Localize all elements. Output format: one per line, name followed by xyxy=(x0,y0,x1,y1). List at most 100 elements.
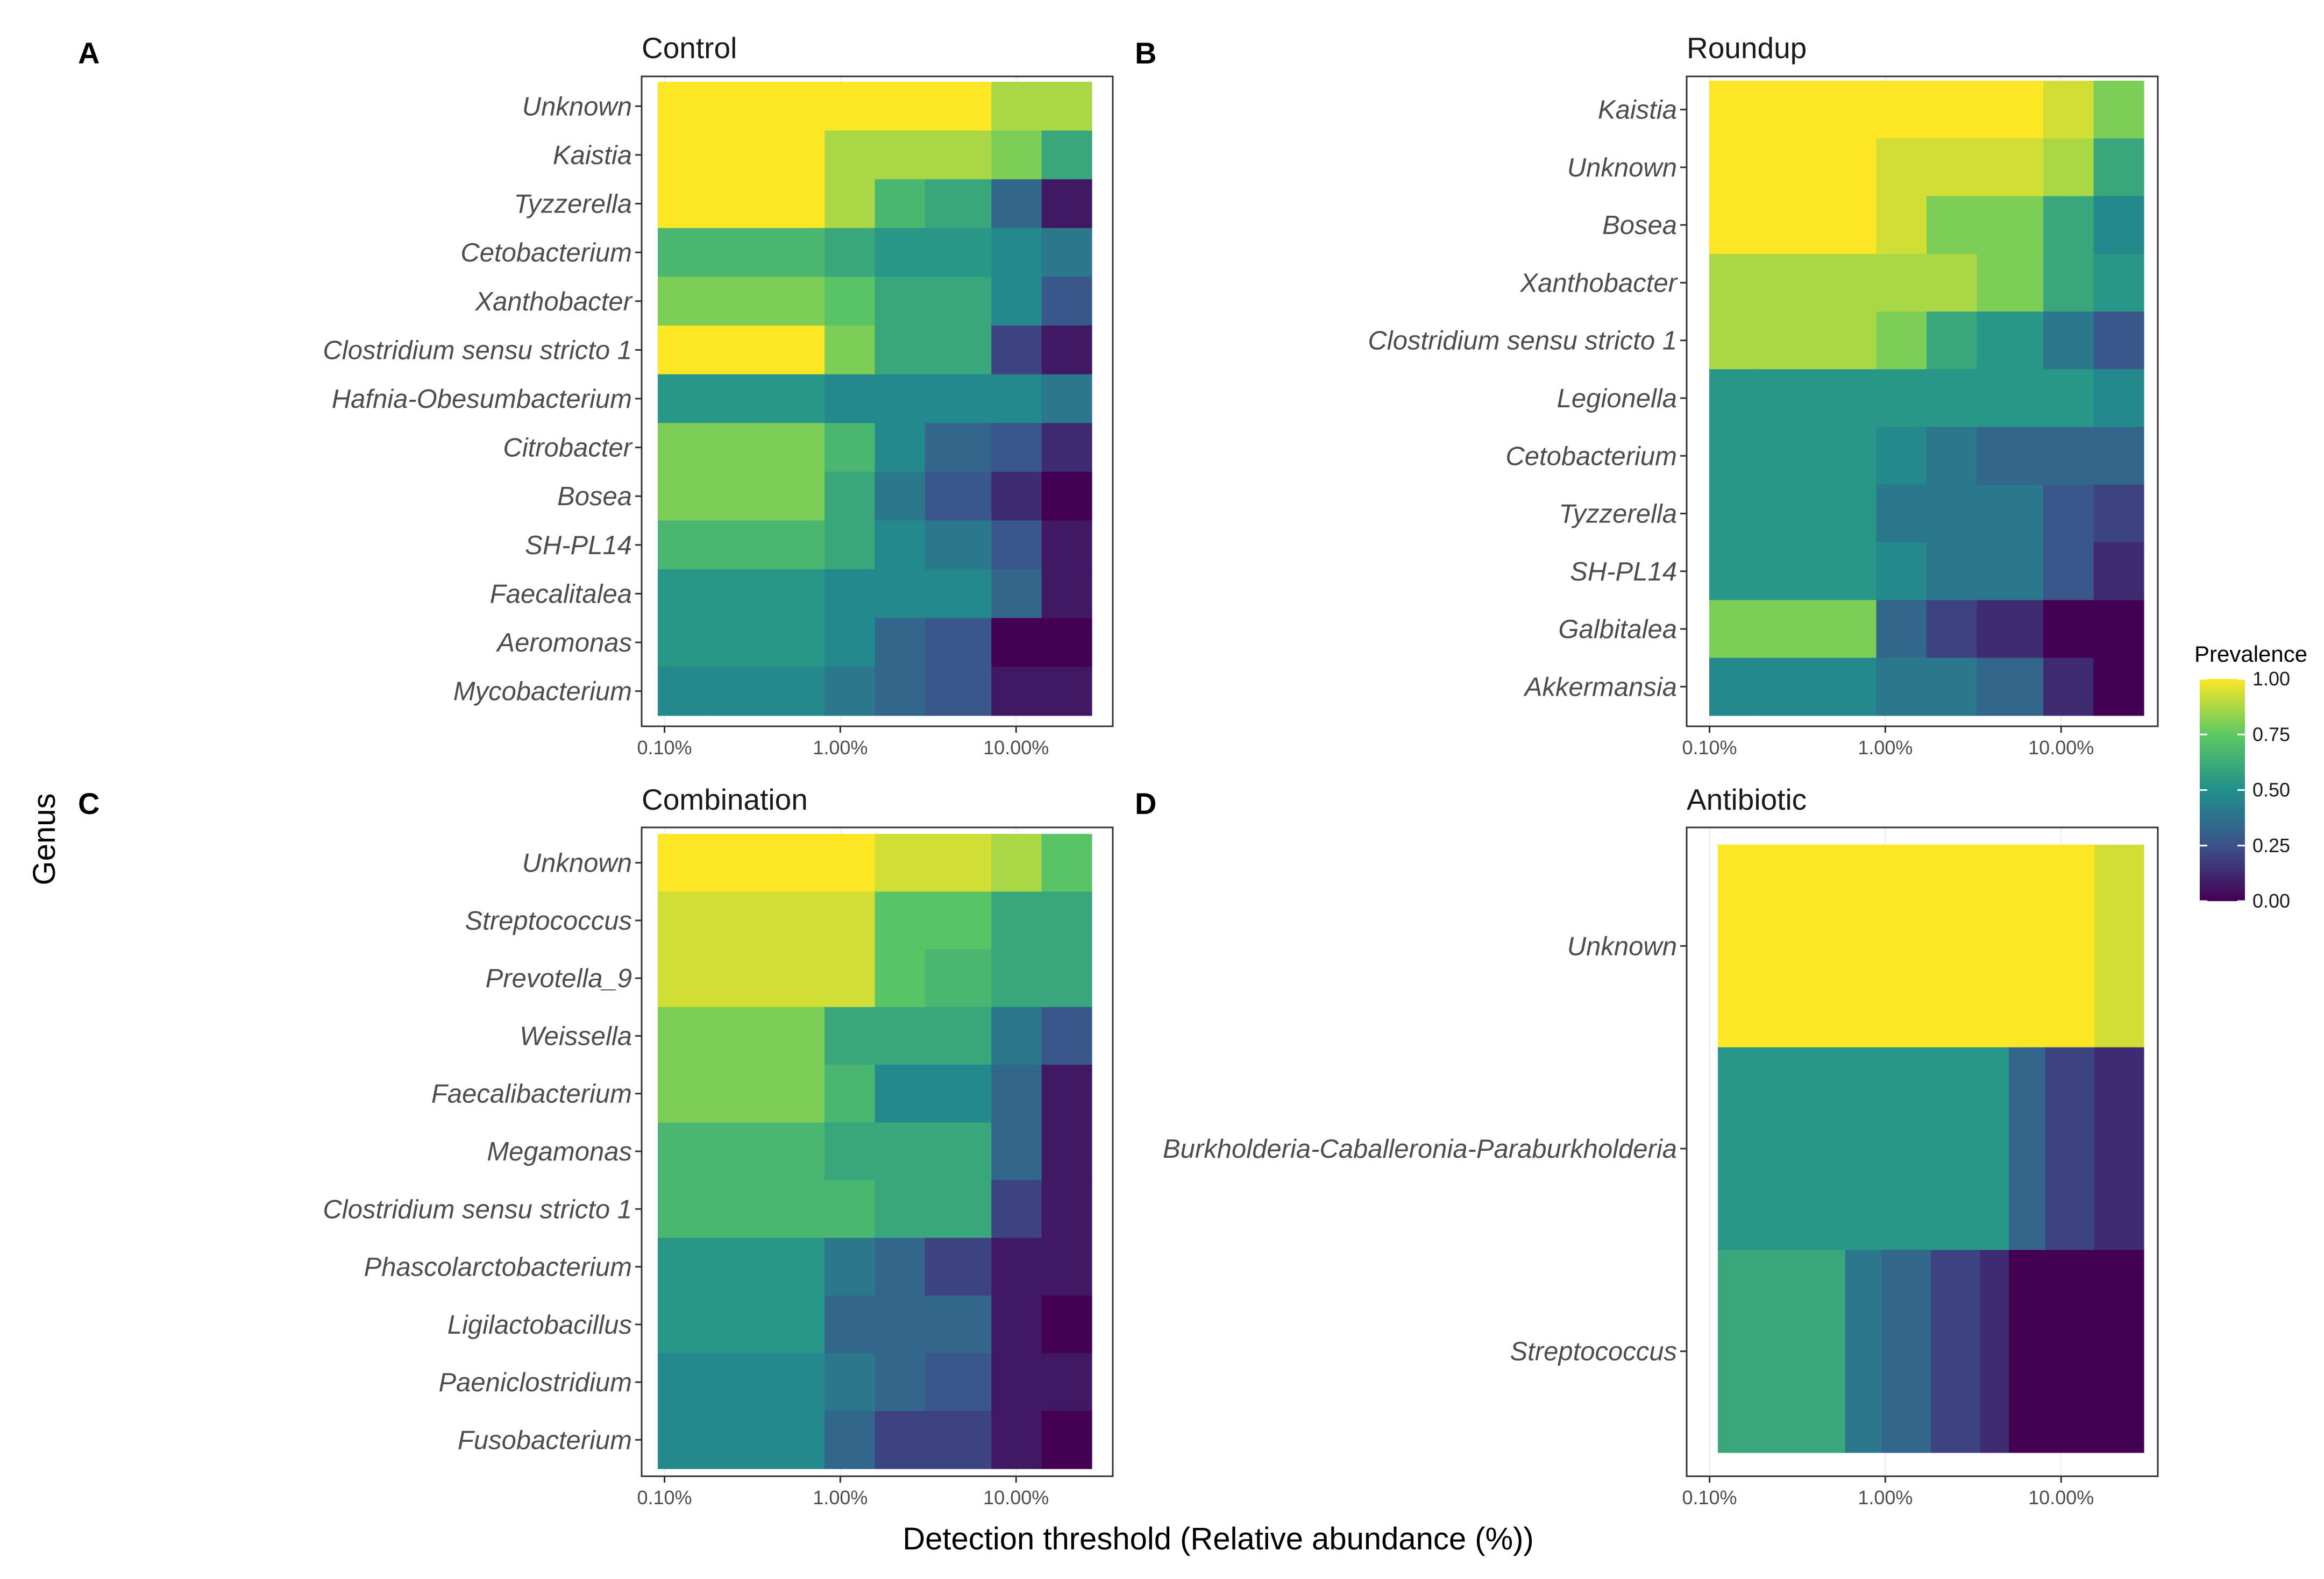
x-tick-label: 10.00% xyxy=(983,1486,1049,1509)
y-tick-label: Fusobacterium xyxy=(458,1426,632,1455)
heatmap-cell xyxy=(1759,427,1810,485)
heatmap-cell xyxy=(758,277,825,326)
heatmap-cell xyxy=(1718,845,1768,1048)
heatmap-cell xyxy=(758,130,825,180)
heatmap-cell xyxy=(1041,179,1092,229)
heatmap-cell xyxy=(1041,1295,1092,1354)
heatmap-cell xyxy=(758,520,825,570)
heatmap-cell xyxy=(1809,369,1877,428)
heatmap-cell xyxy=(708,1295,759,1354)
heatmap-cell xyxy=(2043,311,2094,370)
y-tick-label: Cetobacterium xyxy=(1505,442,1677,471)
heatmap-cell xyxy=(708,1353,759,1412)
y-tick-label: Legionella xyxy=(1557,384,1677,413)
heatmap-cell xyxy=(708,834,759,892)
y-tick-label: Bosea xyxy=(557,482,632,511)
y-tick-label: Galbitalea xyxy=(1558,615,1677,644)
heatmap-cell xyxy=(658,569,708,619)
heatmap-cell xyxy=(2043,542,2094,601)
legend-tick-label: 1.00 xyxy=(2252,668,2290,690)
heatmap-cell xyxy=(1041,569,1092,619)
heatmap-cell xyxy=(1041,949,1092,1008)
heatmap-cell xyxy=(825,374,876,423)
heatmap-cell xyxy=(875,569,926,619)
heatmap-cell xyxy=(925,325,992,375)
heatmap-cell xyxy=(925,949,992,1008)
y-tick-label: Cetobacterium xyxy=(460,238,632,267)
heatmap-cell xyxy=(991,179,1042,229)
heatmap-cell xyxy=(708,618,759,667)
heatmap-cell xyxy=(2009,845,2046,1048)
heatmap-cell xyxy=(1041,667,1092,716)
heatmap-cell xyxy=(825,1411,876,1469)
heatmap-cell xyxy=(708,471,759,521)
heatmap-cell xyxy=(1759,253,1810,312)
heatmap-cell xyxy=(875,949,926,1008)
y-tick-label: Phascolarctobacterium xyxy=(364,1253,632,1282)
heatmap-cell xyxy=(658,423,708,472)
x-tick-label: 1.00% xyxy=(1858,1486,1913,1509)
heatmap-cell xyxy=(708,667,759,716)
heatmap-cell xyxy=(825,1122,876,1181)
heatmap-cell xyxy=(1876,253,1927,312)
heatmap-cell xyxy=(1041,471,1092,521)
heatmap-cell xyxy=(925,228,992,278)
heatmap-cell xyxy=(758,569,825,619)
legend-tick-label: 0.75 xyxy=(2252,723,2290,745)
heatmap-cell xyxy=(2045,1250,2095,1453)
x-tick-label: 0.10% xyxy=(1682,737,1737,759)
heatmap-cell xyxy=(1977,657,2044,716)
heatmap-cell xyxy=(658,277,708,326)
heatmap-cell xyxy=(825,1180,876,1238)
legend-tick-label: 0.25 xyxy=(2252,834,2290,856)
heatmap-cell xyxy=(1876,542,1927,601)
heatmap-cell xyxy=(991,1237,1042,1296)
heatmap-cell xyxy=(1927,81,1978,139)
x-tick-label: 1.00% xyxy=(1858,737,1913,759)
heatmap-cell xyxy=(925,277,992,326)
heatmap-cell xyxy=(2043,427,2094,485)
heatmap-cell xyxy=(991,130,1042,180)
heatmap-cell xyxy=(1977,196,2044,254)
heatmap-cell xyxy=(1041,891,1092,950)
panel-letter: B xyxy=(1135,36,1156,70)
heatmap-cell xyxy=(991,949,1042,1008)
heatmap-cell xyxy=(1041,423,1092,472)
heatmap-cell xyxy=(708,569,759,619)
heatmap-cell xyxy=(658,667,708,716)
heatmap-cell xyxy=(875,228,926,278)
heatmap-cell xyxy=(1977,311,2044,370)
heatmap-cell xyxy=(1881,1250,1931,1453)
heatmap-cell xyxy=(658,520,708,570)
y-tick-label: Unknown xyxy=(522,849,632,878)
heatmap-cell xyxy=(1759,600,1810,658)
heatmap-cell xyxy=(1809,657,1877,716)
y-tick-label: Citrobacter xyxy=(503,434,632,463)
heatmap-cell xyxy=(2043,657,2094,716)
heatmap-cell xyxy=(758,471,825,521)
heatmap-cell xyxy=(2093,369,2144,428)
heatmap-cell xyxy=(1876,196,1927,254)
heatmap-cell xyxy=(875,667,926,716)
heatmap-cell xyxy=(1977,369,2044,428)
panel-title: Roundup xyxy=(1687,31,1807,65)
heatmap-cell xyxy=(1876,484,1927,543)
heatmap-cell xyxy=(1709,81,1760,139)
heatmap-cell xyxy=(708,82,759,131)
heatmap-cell xyxy=(2094,1047,2144,1250)
panel-title: Combination xyxy=(642,783,808,816)
panel-border xyxy=(1686,75,2159,727)
heatmap-cell xyxy=(991,667,1042,716)
heatmap-cell xyxy=(1809,484,1877,543)
heatmap-cell xyxy=(758,1180,825,1238)
heatmap-cell xyxy=(658,325,708,375)
heatmap-cell xyxy=(1845,1047,1882,1250)
legend-ticks: 1.00 0.75 0.50 0.25 0.00 xyxy=(2200,668,2290,912)
heatmap-cell xyxy=(2093,196,2144,254)
heatmap-cell xyxy=(991,1353,1042,1412)
heatmap-cell xyxy=(2093,484,2144,543)
heatmap-cell xyxy=(758,325,825,375)
heatmap-cell xyxy=(925,423,992,472)
heatmap-cell xyxy=(825,520,876,570)
heatmap-cell xyxy=(925,520,992,570)
